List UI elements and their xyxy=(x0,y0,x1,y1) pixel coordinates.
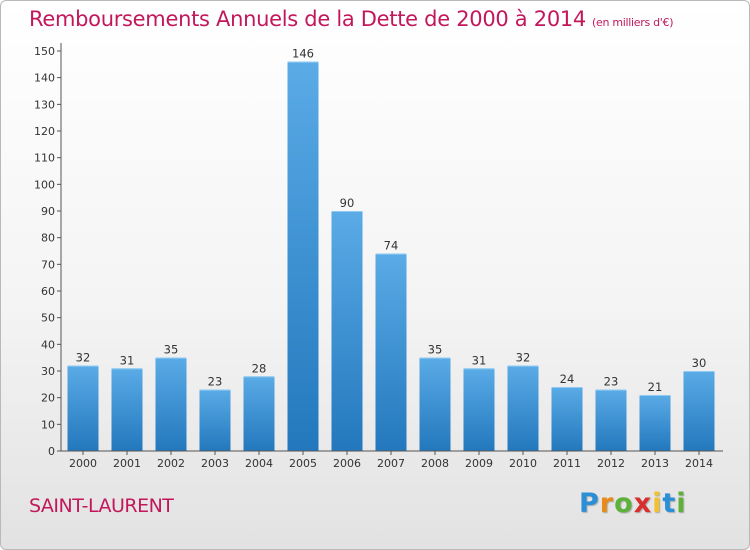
y-tick-label: 140 xyxy=(34,72,55,85)
data-label-2003: 23 xyxy=(208,375,223,389)
x-tick-label-2004: 2004 xyxy=(245,457,273,470)
bar-2004 xyxy=(243,376,275,451)
bar-chart: 0 10 20 30 40 50 60 70 80 90 100 110 120 130 140 150 32… xyxy=(34,43,723,470)
y-tick-label: 110 xyxy=(34,152,55,165)
logo-letter: P xyxy=(579,488,600,519)
chart-title-text: Remboursements Annuels de la Dette de 20… xyxy=(29,7,586,31)
data-label-2000: 32 xyxy=(76,351,91,365)
y-tick-label: 40 xyxy=(41,338,55,351)
bar-2009 xyxy=(463,368,495,451)
y-tick-label: 120 xyxy=(34,125,55,138)
data-label-2013: 21 xyxy=(648,380,663,394)
x-tick-label-2000: 2000 xyxy=(69,457,97,470)
bar-2006 xyxy=(331,211,363,451)
y-tick-label: 70 xyxy=(41,258,55,271)
chart-unit-note: (en milliers d'€) xyxy=(592,16,674,29)
x-tick-label-2014: 2014 xyxy=(685,457,713,470)
bars: 32 31 35 23 28 146 90 74 35 31 32 24 23 21 30 xyxy=(67,47,715,452)
x-tick-label-2007: 2007 xyxy=(377,457,405,470)
logo-letter: t xyxy=(662,488,677,519)
y-tick-label: 0 xyxy=(48,445,55,458)
bar-2012 xyxy=(595,389,627,451)
logo-letter: i xyxy=(652,488,663,519)
y-tick-label: 100 xyxy=(34,178,55,191)
x-tick-label-2010: 2010 xyxy=(509,457,537,470)
data-label-2001: 31 xyxy=(120,353,135,367)
bar-2000 xyxy=(67,365,99,451)
y-tick-label: 20 xyxy=(41,392,55,405)
data-label-2011: 24 xyxy=(560,372,575,386)
x-tick-label-2008: 2008 xyxy=(421,457,449,470)
y-tick-label: 10 xyxy=(41,418,55,431)
x-tick-label-2005: 2005 xyxy=(289,457,317,470)
data-label-2008: 35 xyxy=(428,343,443,357)
chart-title: Remboursements Annuels de la Dette de 20… xyxy=(29,7,673,31)
bar-2011 xyxy=(551,387,583,451)
bar-2003 xyxy=(199,389,231,451)
y-tick-label: 50 xyxy=(41,312,55,325)
logo-letter: x xyxy=(633,488,653,519)
x-tick-label-2011: 2011 xyxy=(553,457,581,470)
data-label-2010: 32 xyxy=(516,351,531,365)
bar-2008 xyxy=(419,357,451,451)
y-tick-label: 90 xyxy=(41,205,55,218)
y-axis: 0 10 20 30 40 50 60 70 80 90 100 110 120 130 140 150 xyxy=(34,43,62,458)
y-tick-label: 150 xyxy=(34,45,55,58)
data-label-2004: 28 xyxy=(252,361,267,375)
x-tick-label-2012: 2012 xyxy=(597,457,625,470)
data-label-2005: 146 xyxy=(292,47,314,61)
x-tick-label-2006: 2006 xyxy=(333,457,361,470)
bar-2014 xyxy=(683,371,715,451)
data-label-2012: 23 xyxy=(604,375,619,389)
bar-2001 xyxy=(111,368,143,451)
bar-2013 xyxy=(639,395,671,451)
proxiti-logo: Proxiti xyxy=(579,488,687,519)
x-tick-label-2009: 2009 xyxy=(465,457,493,470)
data-label-2014: 30 xyxy=(692,356,707,370)
data-label-2007: 74 xyxy=(384,239,399,253)
bar-2007 xyxy=(375,253,407,451)
bar-2005 xyxy=(287,61,319,452)
y-tick-label: 60 xyxy=(41,285,55,298)
logo-letter: o xyxy=(614,488,634,519)
y-tick-label: 130 xyxy=(34,98,55,111)
x-tick-label-2001: 2001 xyxy=(113,457,141,470)
data-label-2002: 35 xyxy=(164,343,179,357)
logo-letter: i xyxy=(676,488,687,519)
x-tick-label-2002: 2002 xyxy=(157,457,185,470)
bar-2002 xyxy=(155,357,187,451)
bar-2010 xyxy=(507,365,539,451)
commune-name: SAINT-LAURENT xyxy=(29,495,174,517)
y-tick-label: 80 xyxy=(41,232,55,245)
logo-letter: r xyxy=(599,488,615,519)
x-axis: 2000 2001 2002 2003 2004 2005 2006 2007 2008 2009… xyxy=(61,450,723,470)
y-tick-label: 30 xyxy=(41,365,55,378)
data-label-2006: 90 xyxy=(340,196,355,210)
data-label-2009: 31 xyxy=(472,353,487,367)
x-tick-label-2003: 2003 xyxy=(201,457,229,470)
x-tick-label-2013: 2013 xyxy=(641,457,669,470)
